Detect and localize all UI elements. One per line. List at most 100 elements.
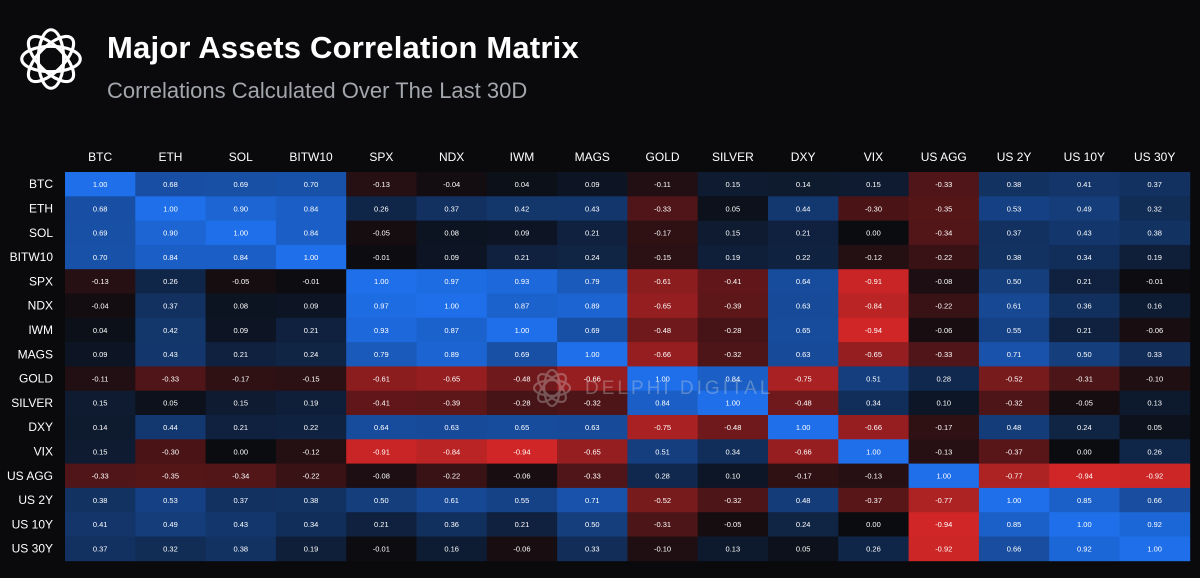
heatmap-cell-value: -0.77 — [935, 496, 952, 505]
col-label-silver: SILVER — [712, 150, 754, 164]
heatmap-cell — [135, 317, 206, 343]
heatmap-cell — [346, 293, 417, 319]
heatmap-cell — [135, 366, 206, 392]
heatmap-cell — [908, 244, 980, 270]
heatmap-cell — [65, 366, 136, 392]
row-label-sol: SOL — [29, 226, 53, 240]
heatmap-cell-value: -0.08 — [935, 277, 952, 286]
heatmap-cell — [557, 463, 628, 489]
heatmap-cell-value: 0.69 — [585, 326, 600, 335]
heatmap-cell — [697, 196, 769, 221]
heatmap-cell-value: 0.36 — [444, 520, 459, 529]
heatmap-cell — [978, 244, 1050, 270]
heatmap-cell — [697, 293, 769, 319]
heatmap-cell-value: 0.22 — [304, 423, 319, 432]
heatmap-cell — [205, 536, 277, 562]
heatmap-cell — [908, 293, 980, 319]
heatmap-cell-value: 0.21 — [796, 229, 811, 238]
heatmap-cell — [697, 415, 769, 440]
heatmap-cell-value: -0.32 — [724, 350, 741, 359]
heatmap-cell-value: 0.55 — [1007, 326, 1022, 335]
heatmap-cell — [978, 269, 1050, 294]
col-label-ndx: NDX — [439, 150, 464, 164]
heatmap-cell-value: 0.09 — [585, 180, 600, 189]
heatmap-cell-value: -0.37 — [865, 496, 882, 505]
heatmap-cell-value: 0.32 — [163, 544, 178, 553]
col-label-vix: VIX — [864, 150, 883, 164]
heatmap-cell-value: 0.42 — [515, 204, 530, 213]
heatmap-cell — [416, 220, 488, 246]
heatmap-cell — [768, 439, 839, 464]
heatmap-cell — [838, 439, 909, 464]
heatmap-cell-value: 0.13 — [726, 544, 741, 553]
heatmap-cell-value: -0.34 — [232, 472, 249, 481]
heatmap-cell — [908, 439, 980, 464]
heatmap-cell — [65, 390, 136, 416]
heatmap-cell-value: -0.33 — [935, 180, 952, 189]
heatmap-cell — [65, 172, 136, 197]
heatmap-cell-value: -0.33 — [162, 374, 179, 383]
heatmap-cell-value: 0.22 — [796, 253, 811, 262]
heatmap-cell — [1119, 366, 1191, 392]
heatmap-cell-value: 0.89 — [444, 350, 459, 359]
heatmap-cell-value: 0.21 — [515, 520, 530, 529]
heatmap-cell — [1119, 220, 1191, 246]
heatmap-cell — [627, 244, 699, 270]
heatmap-cell — [838, 293, 909, 319]
heatmap-cell-value: -0.61 — [373, 374, 390, 383]
heatmap-cell-value: 0.37 — [1147, 180, 1162, 189]
heatmap-cell — [486, 439, 558, 464]
heatmap-cell — [65, 244, 136, 270]
heatmap-cell-value: 0.00 — [1077, 447, 1092, 456]
heatmap-cell-value: -0.48 — [513, 374, 530, 383]
heatmap-cell-value: -0.75 — [654, 423, 671, 432]
heatmap-cell — [275, 415, 347, 440]
heatmap-cell — [627, 366, 699, 392]
heatmap-cell — [627, 439, 699, 464]
heatmap-cell — [346, 536, 417, 562]
heatmap-cell-value: 0.38 — [304, 496, 319, 505]
heatmap-cell-value: -0.39 — [724, 301, 741, 310]
heatmap-cell — [135, 172, 206, 197]
heatmap-cell — [627, 269, 699, 294]
heatmap-cell — [486, 512, 558, 537]
heatmap-cell-value: -0.15 — [302, 374, 319, 383]
heatmap-cell — [627, 463, 699, 489]
heatmap-cell — [697, 487, 769, 513]
heatmap-cell-value: -0.66 — [795, 447, 812, 456]
heatmap-cell-value: -0.65 — [865, 350, 882, 359]
heatmap-cell-value: 0.97 — [374, 301, 389, 310]
heatmap-cell — [908, 196, 980, 221]
heatmap-cell — [908, 536, 980, 562]
heatmap-cell-value: -0.92 — [1146, 472, 1163, 481]
heatmap-cell-value: 0.19 — [1147, 253, 1162, 262]
heatmap-cell-value: 0.69 — [515, 350, 530, 359]
heatmap-cell-value: 0.15 — [726, 229, 741, 238]
heatmap-cell — [697, 317, 769, 343]
heatmap-cell — [275, 244, 347, 270]
heatmap-cell-value: 0.61 — [1007, 301, 1022, 310]
heatmap-cell — [908, 415, 980, 440]
heatmap-cell — [838, 269, 909, 294]
heatmap-cell-value: 0.38 — [1007, 180, 1022, 189]
heatmap-cell-value: -0.05 — [232, 277, 249, 286]
heatmap-cell-value: 0.21 — [515, 253, 530, 262]
heatmap-cell-value: 0.15 — [93, 447, 108, 456]
heatmap-cell — [557, 196, 628, 221]
col-label-eth: ETH — [158, 150, 182, 164]
heatmap-cell — [486, 220, 558, 246]
heatmap-cell — [205, 196, 277, 221]
row-label-dxy: DXY — [28, 420, 53, 434]
heatmap-cell — [1049, 293, 1120, 319]
heatmap-cell — [416, 439, 488, 464]
heatmap-cell — [627, 342, 699, 367]
heatmap-cell-value: 0.51 — [655, 447, 670, 456]
heatmap-cell-value: 0.00 — [866, 520, 881, 529]
heatmap-cell — [978, 487, 1050, 513]
heatmap-cell-value: 0.50 — [1007, 277, 1022, 286]
heatmap-cell-value: -0.31 — [1076, 374, 1093, 383]
heatmap-cell-value: 1.00 — [444, 301, 459, 310]
heatmap-cell — [486, 536, 558, 562]
row-label-us-agg: US AGG — [7, 469, 53, 483]
heatmap-cell-value: 1.00 — [936, 472, 951, 481]
